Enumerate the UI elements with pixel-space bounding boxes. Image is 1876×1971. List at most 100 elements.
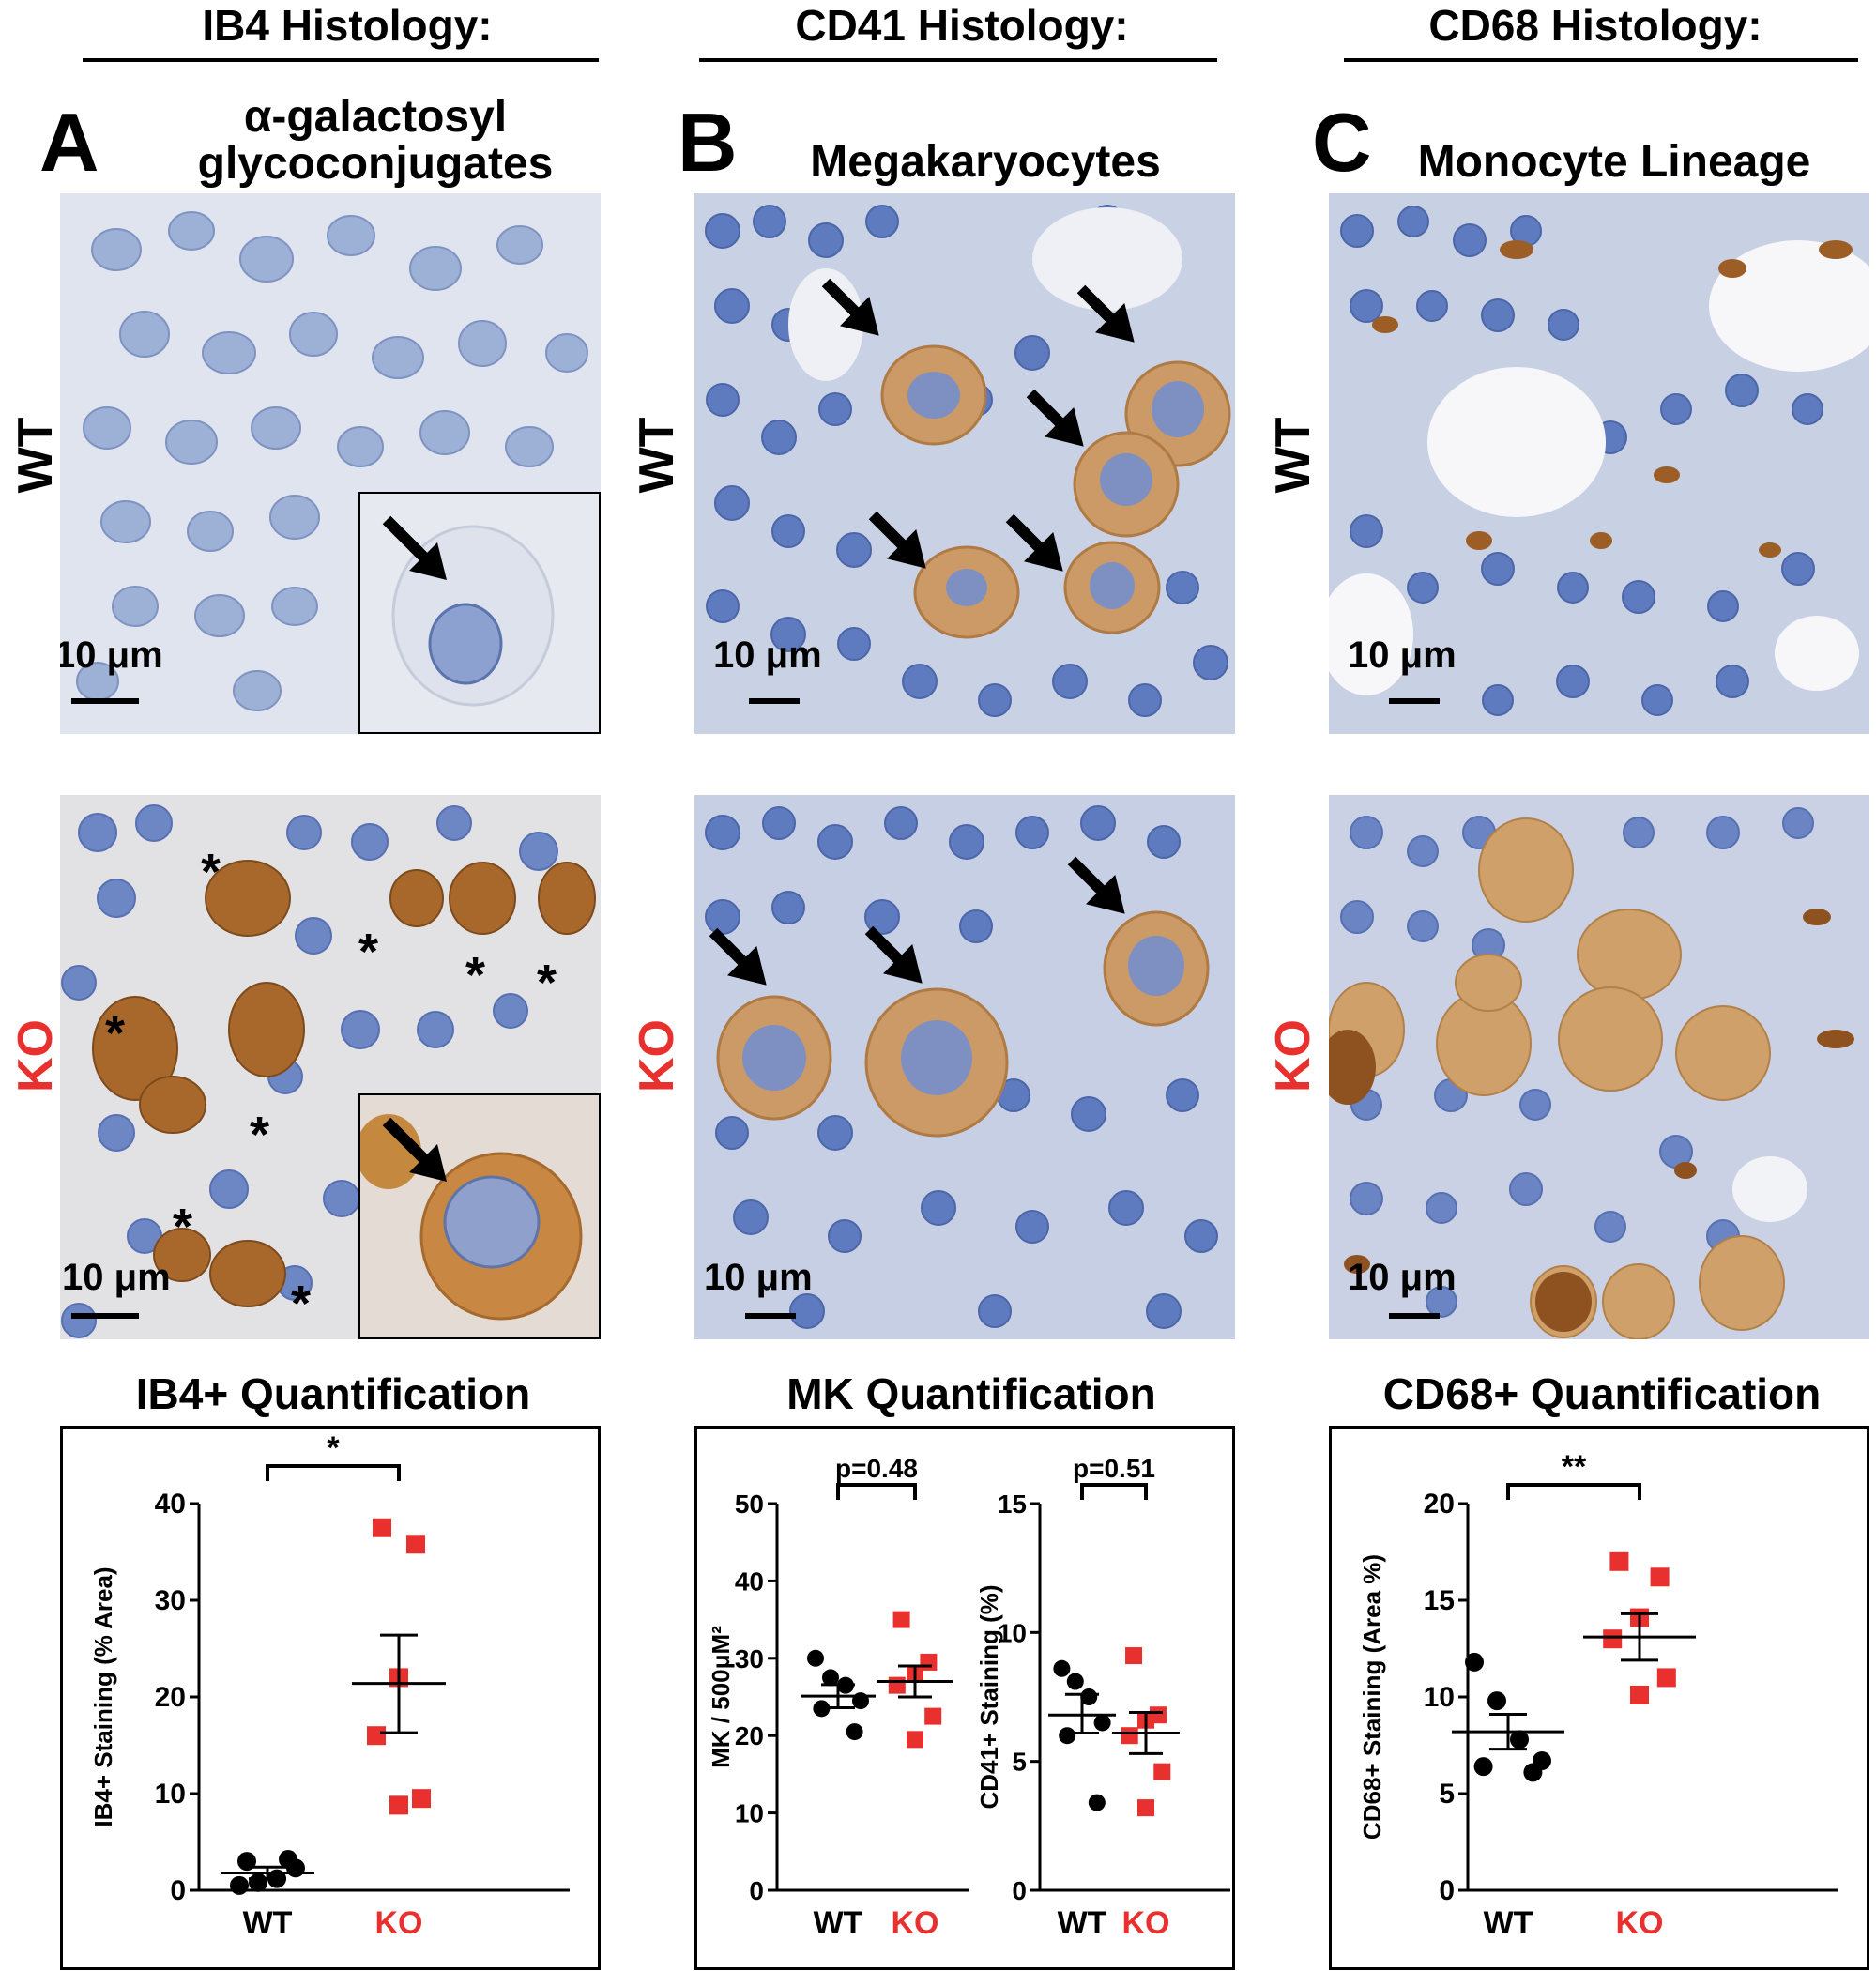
y-tick-label: 0 xyxy=(1439,1875,1455,1906)
significance-bracket xyxy=(1080,1483,1148,1500)
scale-label: 10 μm xyxy=(1348,1257,1457,1298)
scale-bar xyxy=(749,698,800,704)
x-category-label: WT xyxy=(1484,1905,1533,1941)
y-tick-label: 20 xyxy=(735,1721,764,1750)
x-category-label: WT xyxy=(814,1905,863,1941)
y-tick-label: 5 xyxy=(1012,1748,1027,1777)
chart-cd41-staining: 0 5 10 15 CD41+ Staining (%) WT KO p=0.51 xyxy=(975,1454,1230,1941)
data-point-wt xyxy=(1487,1691,1506,1711)
y-tick-label: 50 xyxy=(735,1490,764,1519)
panel-letter-c: C xyxy=(1312,96,1372,189)
data-point-wt xyxy=(822,1669,839,1687)
y-tick-label: 20 xyxy=(1424,1489,1455,1520)
significance-bracket xyxy=(266,1464,401,1481)
data-point-wt xyxy=(807,1649,824,1667)
row-label-wt-a: WT xyxy=(8,417,63,494)
asterisk-marker: * xyxy=(201,844,221,900)
chart-mk-count: 0 10 20 30 40 50 MK / 500μM² WT KO p=0.48 xyxy=(707,1454,969,1941)
panel-letter-a: A xyxy=(39,96,99,189)
y-tick-label: 30 xyxy=(735,1644,764,1673)
data-point-wt xyxy=(1080,1688,1098,1705)
data-point-ko xyxy=(1630,1685,1649,1704)
scale-label: 10 μm xyxy=(713,634,822,676)
y-axis-label: CD68+ Staining (Area %) xyxy=(1358,1554,1386,1840)
significance-label: ** xyxy=(1562,1449,1587,1485)
data-point-ko xyxy=(907,1731,923,1749)
column-header-rule-cd68 xyxy=(1344,58,1858,62)
asterisk-marker: * xyxy=(105,1005,125,1062)
data-point-wt xyxy=(1059,1727,1076,1745)
y-tick-label: 0 xyxy=(170,1875,186,1906)
column-header-cd68: CD68 Histology: xyxy=(1428,1,1762,50)
micrograph-ib4-wt: 10 μm xyxy=(60,193,601,734)
significance-label: * xyxy=(327,1430,340,1466)
scale-label: 10 μm xyxy=(1348,634,1457,676)
panel-a-subtitle-line2: glycoconjugates xyxy=(197,139,554,189)
column-header-rule-ib4 xyxy=(83,58,599,62)
x-category-label: KO xyxy=(1122,1905,1170,1941)
significance-label: p=0.51 xyxy=(1073,1454,1155,1483)
quant-title-mk: MK Quantification xyxy=(786,1369,1156,1418)
arrow-icon xyxy=(868,511,926,569)
panel-c-subtitle: Monocyte Lineage xyxy=(1417,137,1811,187)
y-tick-label: 5 xyxy=(1439,1779,1455,1810)
y-tick-label: 15 xyxy=(998,1490,1027,1519)
data-point-wt xyxy=(846,1723,863,1741)
chart-ib4: 0 10 20 30 40 IB4+ Staining (% Area) WT KO * xyxy=(89,1430,570,1941)
row-label-wt-c: WT xyxy=(1266,417,1320,494)
y-tick-label: 0 xyxy=(1012,1876,1027,1905)
scale-bar xyxy=(71,698,139,704)
data-point-ko xyxy=(406,1535,425,1554)
arrow-icon xyxy=(382,1117,447,1182)
data-point-ko xyxy=(367,1726,386,1746)
data-point-ko xyxy=(888,1676,906,1694)
y-tick-label: 30 xyxy=(155,1585,186,1616)
data-point-ko xyxy=(1137,1799,1154,1817)
chart-box-mk: 0 10 20 30 40 50 MK / 500μM² WT KO p=0.48 0 5 10 15 C… xyxy=(694,1426,1235,1970)
micrograph-cd41-wt: 10 μm xyxy=(694,193,1235,734)
column-header-ib4: IB4 Histology: xyxy=(202,1,493,50)
asterisk-marker: * xyxy=(358,924,378,980)
data-point-ko xyxy=(892,1611,910,1628)
data-point-ko xyxy=(1603,1629,1623,1649)
micrograph-ib4-ko: * * * * * * * * 10 μm xyxy=(60,795,601,1339)
micrograph-cd68-wt: 10 μm xyxy=(1329,193,1869,734)
arrow-icon xyxy=(382,515,447,580)
panel-b-subtitle: Megakaryocytes xyxy=(810,137,1161,187)
data-point-wt xyxy=(1053,1659,1071,1677)
data-point-wt xyxy=(1510,1730,1529,1749)
data-point-wt xyxy=(1473,1757,1493,1777)
arrow-icon xyxy=(1067,856,1125,914)
scale-bar xyxy=(71,1313,139,1319)
data-point-ko xyxy=(1656,1668,1676,1688)
asterisk-marker: * xyxy=(173,1199,192,1255)
quant-title-ib4: IB4+ Quantification xyxy=(135,1369,531,1418)
data-point-wt xyxy=(1523,1763,1543,1782)
data-point-ko xyxy=(1121,1727,1138,1745)
inset-ib4-ko xyxy=(358,1093,601,1339)
y-tick-label: 10 xyxy=(998,1618,1027,1647)
x-category-label: KO xyxy=(375,1905,423,1941)
y-tick-label: 0 xyxy=(749,1876,764,1905)
row-label-ko-a: KO xyxy=(8,1019,63,1092)
data-point-ko xyxy=(373,1518,391,1537)
y-tick-label: 40 xyxy=(735,1566,764,1596)
data-point-ko xyxy=(1153,1763,1171,1780)
chart-box-cd68: 0 5 10 15 20 CD68+ Staining (Area %) WT KO ** xyxy=(1329,1426,1869,1970)
data-point-wt xyxy=(230,1875,249,1895)
scale-label: 10 μm xyxy=(60,634,163,676)
inset-ib4-wt xyxy=(358,492,601,734)
x-category-label: KO xyxy=(1616,1905,1664,1941)
scale-label: 10 μm xyxy=(704,1257,813,1298)
row-label-ko-b: KO xyxy=(630,1019,684,1092)
arrow-icon xyxy=(1076,284,1135,343)
arrow-icon xyxy=(864,925,923,984)
y-tick-label: 40 xyxy=(155,1489,186,1520)
column-header-rule-cd41 xyxy=(699,58,1217,62)
column-header-cd41: CD41 Histology: xyxy=(795,1,1129,50)
data-point-ko xyxy=(1650,1567,1670,1587)
y-axis-label: MK / 500μM² xyxy=(707,1626,735,1768)
chart-cd68: 0 5 10 15 20 CD68+ Staining (Area %) WT KO ** xyxy=(1358,1449,1838,1941)
micrograph-cd41-ko: 10 μm xyxy=(694,795,1235,1339)
row-label-ko-c: KO xyxy=(1266,1019,1320,1092)
